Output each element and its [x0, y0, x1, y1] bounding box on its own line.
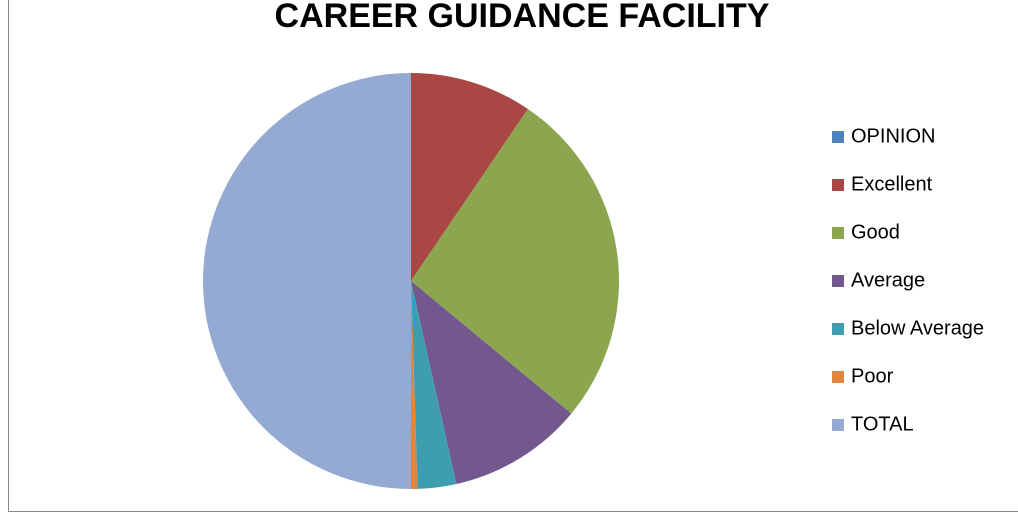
legend-label: Poor [851, 365, 894, 387]
pie-slice [411, 281, 572, 484]
pie-slice [411, 281, 418, 489]
legend-label: Below Average [851, 317, 984, 339]
legend-label: Good [851, 221, 900, 243]
legend-swatch [832, 275, 844, 287]
legend: OPINION Excellent Good Average Below Average… [832, 125, 984, 435]
legend-label: OPINION [851, 125, 935, 147]
legend-label: Average [851, 269, 925, 291]
legend-swatch [832, 131, 844, 143]
legend-swatch [832, 419, 844, 431]
legend-label: Excellent [851, 173, 933, 195]
legend-swatch [832, 323, 844, 335]
legend-label: TOTAL [851, 413, 914, 435]
pie-slice [203, 73, 411, 489]
legend-swatch [832, 371, 844, 383]
pie-slice [411, 281, 457, 489]
pie-slice [411, 108, 620, 414]
pie-slice [411, 73, 528, 281]
legend-swatch [832, 227, 844, 239]
legend-swatch [832, 179, 844, 191]
pie [203, 73, 620, 489]
chart-title: CAREER GUIDANCE FACILITY [275, 0, 770, 35]
